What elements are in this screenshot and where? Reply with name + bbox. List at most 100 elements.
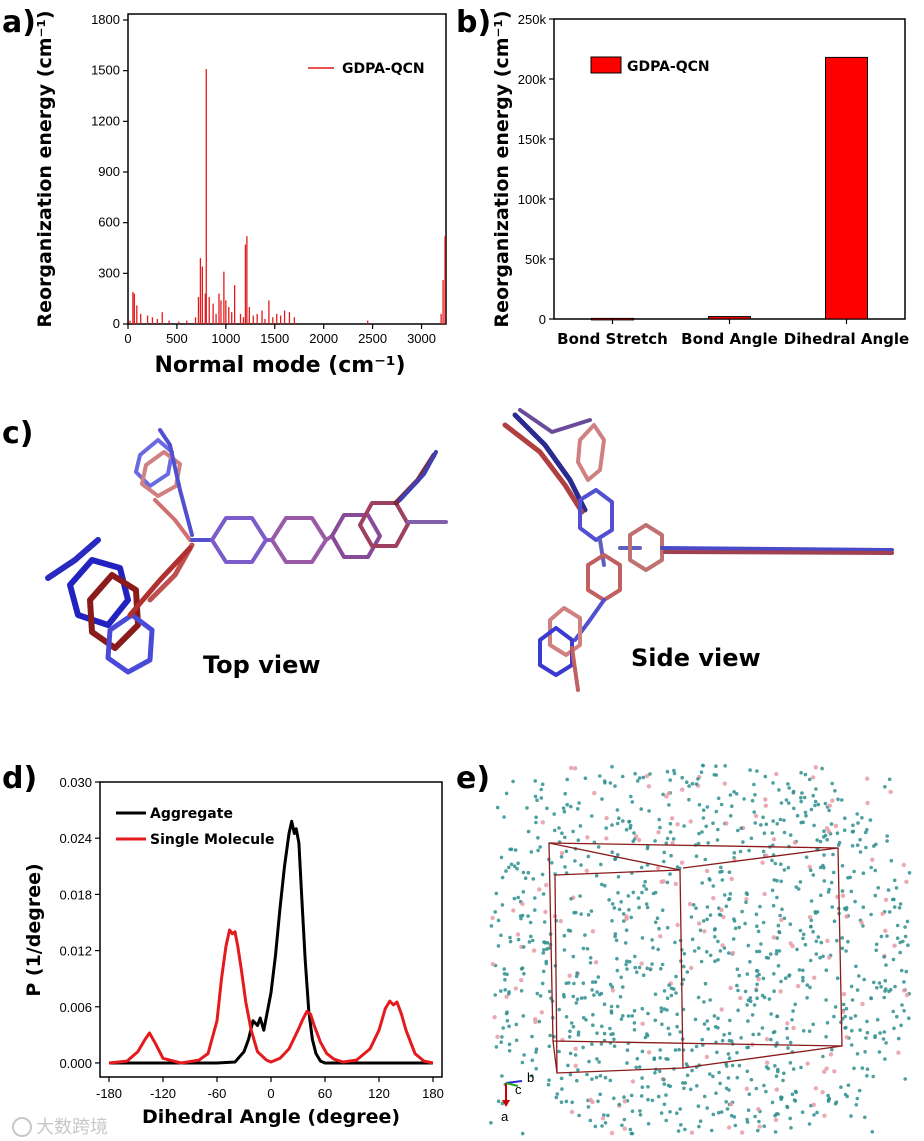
aggregate-atom <box>736 1008 740 1013</box>
aggregate-atom <box>876 886 880 890</box>
aggregate-atom <box>820 766 824 771</box>
aggregate-atom <box>714 809 719 814</box>
aggregate-atom <box>540 981 545 986</box>
aggregate-atom <box>782 868 787 872</box>
aggregate-atom <box>609 1032 613 1037</box>
aggregate-atom <box>643 879 647 884</box>
aggregate-atom <box>849 1043 854 1047</box>
aggregate-atom <box>770 831 775 835</box>
aggregate-atom <box>557 826 561 830</box>
aggregate-atom <box>657 926 661 931</box>
aggregate-atom <box>590 980 595 984</box>
aggregate-atom <box>807 864 812 870</box>
chart-d-xtick-label: -60 <box>208 1086 227 1101</box>
aggregate-atom <box>677 1047 681 1052</box>
aggregate-atom <box>507 1049 512 1053</box>
aggregate-atom <box>858 837 862 842</box>
aggregate-atom <box>822 879 827 883</box>
aggregate-atom <box>588 961 593 965</box>
aggregate-atom <box>690 1048 694 1052</box>
aggregate-atom <box>714 1091 718 1095</box>
aggregate-atom <box>791 1025 796 1031</box>
aggregate-atom <box>629 794 633 799</box>
aggregate-atom <box>668 1110 672 1114</box>
aggregate-atom <box>508 847 512 852</box>
aggregate-atom <box>543 909 548 915</box>
aggregate-atom <box>668 830 673 834</box>
aggregate-atom <box>653 920 658 925</box>
aggregate-atom <box>737 925 741 930</box>
aggregate-atom <box>622 919 626 923</box>
aggregate-atom <box>849 984 854 989</box>
aggregate-atom <box>756 1128 760 1133</box>
aggregate-atom <box>826 1099 831 1103</box>
aggregate-atom <box>726 1076 731 1080</box>
aggregate-atom <box>673 940 677 945</box>
aggregate-atom <box>780 907 784 912</box>
chart-a-xtick-label: 500 <box>166 331 188 346</box>
aggregate-atom <box>865 828 869 832</box>
aggregate-atom <box>735 967 740 971</box>
aggregate-atom <box>533 1019 538 1025</box>
aggregate-atom <box>772 972 776 976</box>
aggregate-atom <box>598 774 602 778</box>
aggregate-atom <box>795 813 800 818</box>
aggregate-atom <box>803 942 808 947</box>
aggregate-atom <box>613 934 617 939</box>
aggregate-atom <box>674 991 678 995</box>
aggregate-atom <box>787 786 791 790</box>
aggregate-atom <box>850 844 855 848</box>
aggregate-atom <box>615 956 619 961</box>
aggregate-molecules <box>489 763 912 1136</box>
aggregate-atom <box>764 955 769 960</box>
aggregate-atom <box>701 808 706 812</box>
aggregate-atom <box>801 1029 806 1033</box>
aggregate-atom <box>651 946 655 950</box>
chart-a-ytick-label: 300 <box>98 265 120 280</box>
aggregate-atom <box>816 802 821 807</box>
aggregate-atom <box>855 1052 860 1056</box>
aggregate-atom <box>595 990 599 994</box>
chart-a-xtick-label: 3000 <box>407 331 436 346</box>
aggregate-atom <box>514 1038 519 1043</box>
aggregate-atom <box>805 1061 810 1066</box>
aggregate-atom <box>770 858 774 863</box>
aggregate-atom <box>824 826 830 831</box>
aggregate-atom <box>767 997 772 1001</box>
chart-a-xticks: 0 500 1000 1500 2000 2500 3000 <box>124 324 436 346</box>
aggregate-atom <box>852 1066 856 1071</box>
aggregate-atom <box>505 1019 510 1023</box>
aggregate-atom <box>840 946 845 951</box>
aggregate-atom <box>888 789 893 795</box>
aggregate-atom <box>687 784 691 788</box>
aggregate-atom <box>650 938 654 942</box>
aggregate-atom <box>720 869 724 874</box>
aggregate-atom <box>612 906 617 910</box>
chart-d-xticks: -180 -120 -60 0 60 120 180 <box>96 1077 444 1101</box>
aggregate-atom <box>696 841 701 846</box>
axis-a-label: a <box>501 1109 509 1124</box>
aggregate-atom <box>508 939 513 944</box>
aggregate-atom <box>775 895 779 900</box>
aggregate-atom <box>507 991 511 996</box>
aggregate-atom <box>760 1026 765 1030</box>
aggregate-atom <box>695 1084 699 1088</box>
aggregate-atom <box>622 1117 627 1122</box>
aggregate-atom <box>687 901 693 907</box>
aggregate-atom <box>618 995 623 999</box>
aggregate-atom <box>751 1032 755 1037</box>
aggregate-atom <box>520 1060 525 1065</box>
aggregate-atom <box>761 815 765 820</box>
aggregate-atom <box>640 1021 645 1026</box>
aggregate-atom <box>570 1100 574 1105</box>
aggregate-atom <box>721 914 726 920</box>
aggregate-atom <box>653 1018 658 1023</box>
aggregate-atom <box>865 1074 869 1078</box>
aggregate-atom <box>610 823 614 827</box>
aggregate-atom <box>659 967 663 971</box>
chart-d-ytick-label: 0.012 <box>59 944 92 959</box>
aggregate-atom <box>566 1063 570 1068</box>
aggregate-atom <box>544 882 549 888</box>
aggregate-atom <box>884 987 888 991</box>
aggregate-atom <box>835 976 840 980</box>
